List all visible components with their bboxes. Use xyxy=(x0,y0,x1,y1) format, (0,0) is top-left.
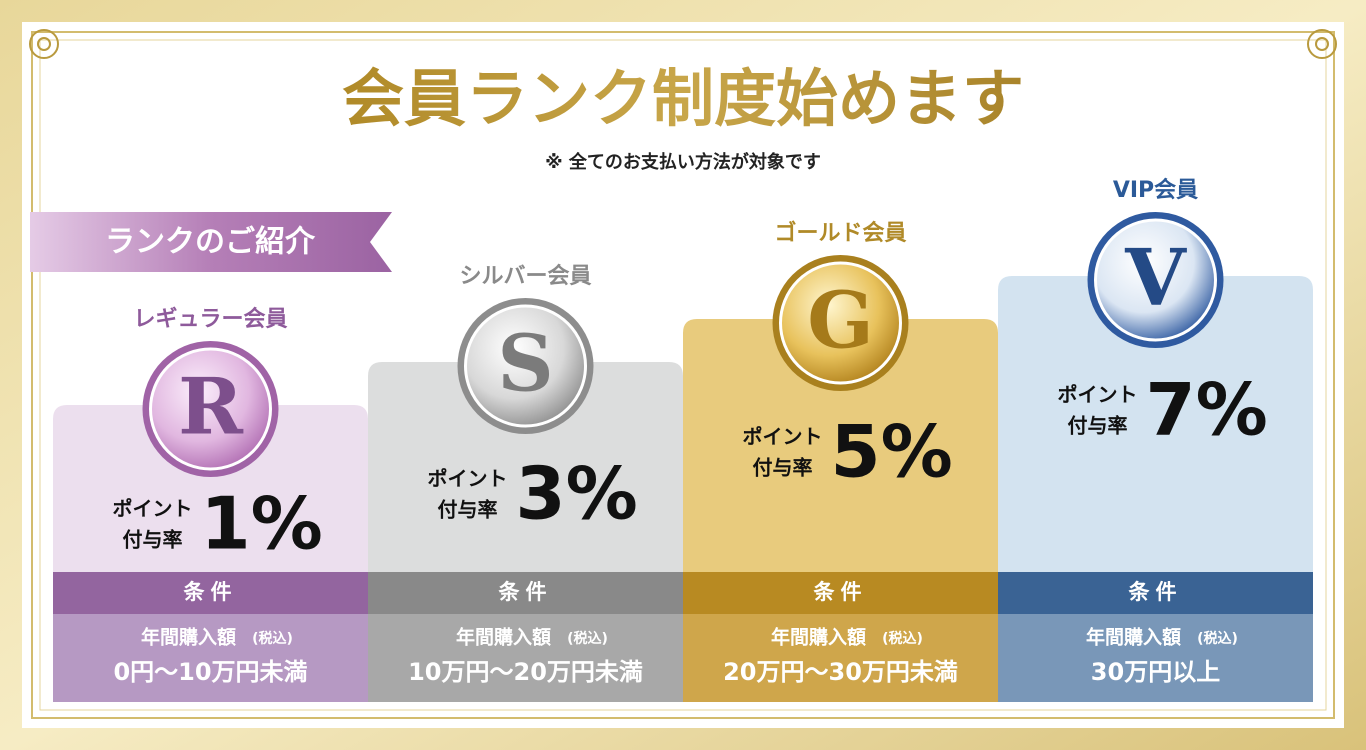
condition: 20万円〜30万円未満 xyxy=(723,658,958,686)
rank-card xyxy=(368,362,683,572)
condition-header-bar xyxy=(683,572,998,614)
condition-header: 条件 xyxy=(499,580,553,604)
condition-box xyxy=(53,614,368,702)
condition-header: 条件 xyxy=(814,580,868,604)
point-label: 付与率 xyxy=(753,456,813,480)
medallion xyxy=(779,261,902,385)
rank-name: シルバー会員 xyxy=(459,263,591,289)
condition-header-bar xyxy=(368,572,683,614)
condition-header-bar xyxy=(998,572,1313,614)
condition: 0円〜10万円未満 xyxy=(113,658,307,686)
condition-label: 年間購入額 xyxy=(1086,626,1181,649)
point-rate: 7% xyxy=(1146,368,1268,452)
condition: 10万円〜20万円未満 xyxy=(408,658,643,686)
point-rate: 3% xyxy=(516,452,638,536)
condition-header: 条件 xyxy=(184,580,238,604)
condition-box xyxy=(683,614,998,702)
point-label: 付与率 xyxy=(438,498,498,522)
rank-card xyxy=(683,319,998,572)
section-ribbon xyxy=(30,212,392,272)
condition-header-bar xyxy=(53,572,368,614)
title: 会員ランク制度始めます xyxy=(342,62,1024,135)
medallion xyxy=(464,304,587,428)
rank-name: ゴールド会員 xyxy=(774,220,906,246)
point-rate: 1% xyxy=(201,482,323,566)
condition-label: 年間購入額 xyxy=(456,626,551,649)
point-label: 付与率 xyxy=(123,528,183,552)
point-rate: 5% xyxy=(831,410,953,494)
section-label: ランクのご紹介 xyxy=(105,225,316,260)
tax-note: (税込) xyxy=(882,630,923,647)
inner-border xyxy=(31,31,1335,719)
condition-label: 年間購入額 xyxy=(141,626,236,649)
rank-name: VIP会員 xyxy=(1113,177,1198,203)
rank-card xyxy=(53,405,368,572)
rank-card xyxy=(998,276,1313,572)
medallion-letter: V xyxy=(1124,233,1187,324)
tax-note: (税込) xyxy=(1197,630,1238,647)
corner-ornament xyxy=(29,29,1337,59)
point-label: ポイント xyxy=(1058,383,1138,407)
medallion xyxy=(1094,218,1217,342)
condition-box xyxy=(998,614,1313,702)
condition-header: 条件 xyxy=(1129,580,1183,604)
tax-note: (税込) xyxy=(252,630,293,647)
condition-box xyxy=(368,614,683,702)
medallion-letter: G xyxy=(807,276,874,367)
medallion-letter: S xyxy=(497,319,553,410)
point-label: ポイント xyxy=(113,497,193,521)
condition: 30万円以上 xyxy=(1091,658,1220,686)
medallion-letter: R xyxy=(178,362,244,453)
tax-note: (税込) xyxy=(567,630,608,647)
condition-label: 年間購入額 xyxy=(771,626,866,649)
point-label: 付与率 xyxy=(1068,414,1128,438)
point-label: ポイント xyxy=(428,467,508,491)
rank-name: レギュラー会員 xyxy=(133,306,287,332)
medallion xyxy=(149,347,272,471)
note: ※ 全てのお支払い方法が対象です xyxy=(545,151,821,173)
inner-border xyxy=(39,39,1327,711)
point-label: ポイント xyxy=(743,425,823,449)
